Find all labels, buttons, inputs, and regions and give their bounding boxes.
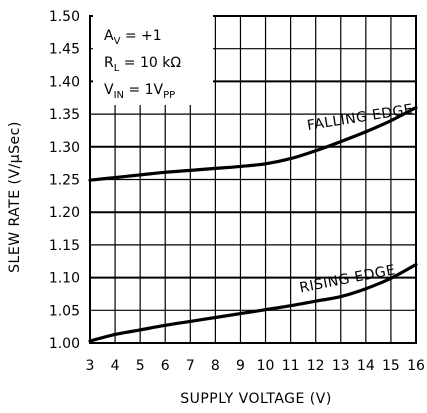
x-tick-label: 10 [257,358,275,374]
x-tick-label: 6 [161,358,170,374]
rising-edge-label: RISING EDGE [298,262,397,296]
falling-edge-label: FALLING EDGE [306,101,414,134]
x-tick-label: 8 [211,358,220,374]
y-tick-label: 1.30 [49,140,80,156]
plot-border [89,15,417,344]
x-tick-label: 14 [357,358,375,374]
x-axis-title: SUPPLY VOLTAGE (V) [180,391,332,407]
conditions-box: AV = +1 RL = 10 kΩ VIN = 1VPP [93,15,213,105]
falling-edge-curve [88,105,418,182]
tick-labels: 3 4 5 6 7 8 9 10 11 12 13 14 15 16 1.00 1.05 1.10 1.15 1.2… [49,9,425,374]
x-tick-label: 4 [111,358,120,374]
y-tick-label: 1.15 [49,238,80,254]
x-tick-label: 15 [382,358,400,374]
x-tick-label: 7 [186,358,195,374]
y-tick-label: 1.00 [49,336,80,352]
y-tick-label: 1.50 [49,9,80,25]
condition-gain: AV = +1 [104,28,162,47]
y-tick-label: 1.20 [49,205,80,221]
y-tick-label: 1.35 [49,107,80,123]
x-tick-label: 13 [332,358,350,374]
y-tick-label: 1.10 [49,271,80,287]
x-tick-label: 12 [307,358,325,374]
y-axis-title: SLEW RATE (V/μSec) [7,121,23,273]
y-tick-label: 1.45 [49,42,80,58]
y-tick-label: 1.40 [49,74,80,90]
condition-input: VIN = 1VPP [104,82,175,101]
condition-load: RL = 10 kΩ [104,55,181,74]
x-tick-label: 9 [236,358,245,374]
y-tick-label: 1.25 [49,173,80,189]
rising-edge-curve [88,262,418,343]
y-tick-label: 1.05 [49,303,80,319]
x-tick-label: 16 [407,358,425,374]
x-tick-label: 5 [136,358,145,374]
x-tick-label: 11 [282,358,300,374]
x-tick-label: 3 [86,358,95,374]
curves [88,105,418,343]
